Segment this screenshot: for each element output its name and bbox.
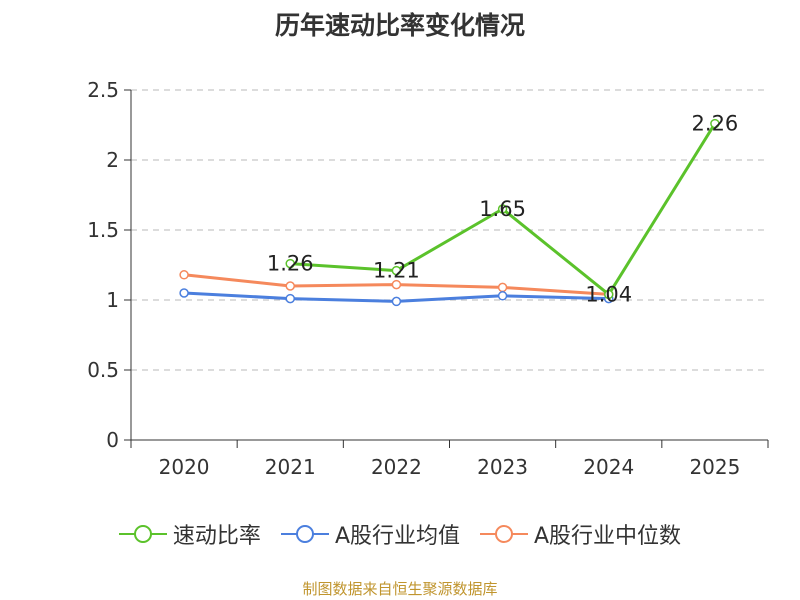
data-point-1 bbox=[285, 293, 295, 304]
data-label: 1.21 bbox=[373, 259, 420, 283]
data-label: 2.26 bbox=[692, 112, 739, 136]
data-source-note: 制图数据来自恒生聚源数据库 bbox=[302, 580, 498, 598]
legend-label-industry-median: A股行业中位数 bbox=[534, 524, 682, 549]
y-tick-label: 1 bbox=[106, 288, 119, 312]
data-label: 1.65 bbox=[479, 197, 526, 221]
legend-swatch-industry-median bbox=[480, 525, 528, 543]
data-point-0 bbox=[710, 118, 720, 129]
legend-item-industry-mean[interactable]: A股行业均值 bbox=[280, 518, 460, 550]
data-point-2 bbox=[497, 282, 508, 293]
data-point-1 bbox=[497, 291, 508, 301]
legend-label-industry-mean: A股行业均值 bbox=[334, 524, 460, 549]
data-point-0 bbox=[285, 258, 295, 269]
x-tick-label: 2022 bbox=[371, 455, 422, 479]
data-label: 1.04 bbox=[585, 282, 632, 306]
legend: 速动比率 A股行业均值 A股行业中位数 bbox=[0, 518, 800, 550]
legend-swatch-industry-mean bbox=[280, 525, 329, 543]
x-tick-label: 2024 bbox=[583, 455, 634, 479]
y-tick-label: 0.5 bbox=[87, 358, 119, 382]
data-label: 1.26 bbox=[267, 252, 314, 276]
y-tick-label: 1.5 bbox=[87, 218, 119, 242]
data-point-2 bbox=[285, 281, 295, 291]
data-point-0 bbox=[604, 289, 614, 300]
data-point-2 bbox=[179, 270, 189, 280]
data-point-0 bbox=[497, 204, 508, 214]
y-tick-label: 2.5 bbox=[87, 78, 119, 102]
data-point-1 bbox=[179, 288, 189, 298]
legend-swatch-quick-ratio bbox=[118, 525, 167, 543]
chart-title: 历年速动比率变化情况 bbox=[274, 11, 525, 40]
data-point-2 bbox=[391, 279, 402, 290]
data-point-0 bbox=[391, 265, 402, 276]
data-point-1 bbox=[391, 296, 402, 307]
x-tick-label: 2025 bbox=[689, 455, 740, 479]
y-tick-label: 2 bbox=[106, 148, 119, 172]
y-tick-label: 0 bbox=[106, 428, 119, 452]
x-tick-label: 2021 bbox=[265, 455, 316, 479]
legend-item-industry-median[interactable]: A股行业中位数 bbox=[480, 518, 681, 550]
x-tick-label: 2023 bbox=[477, 455, 528, 479]
legend-label-quick-ratio: 速动比率 bbox=[172, 524, 261, 549]
legend-item-quick-ratio[interactable]: 速动比率 bbox=[118, 518, 261, 550]
x-tick-label: 2020 bbox=[159, 455, 210, 479]
